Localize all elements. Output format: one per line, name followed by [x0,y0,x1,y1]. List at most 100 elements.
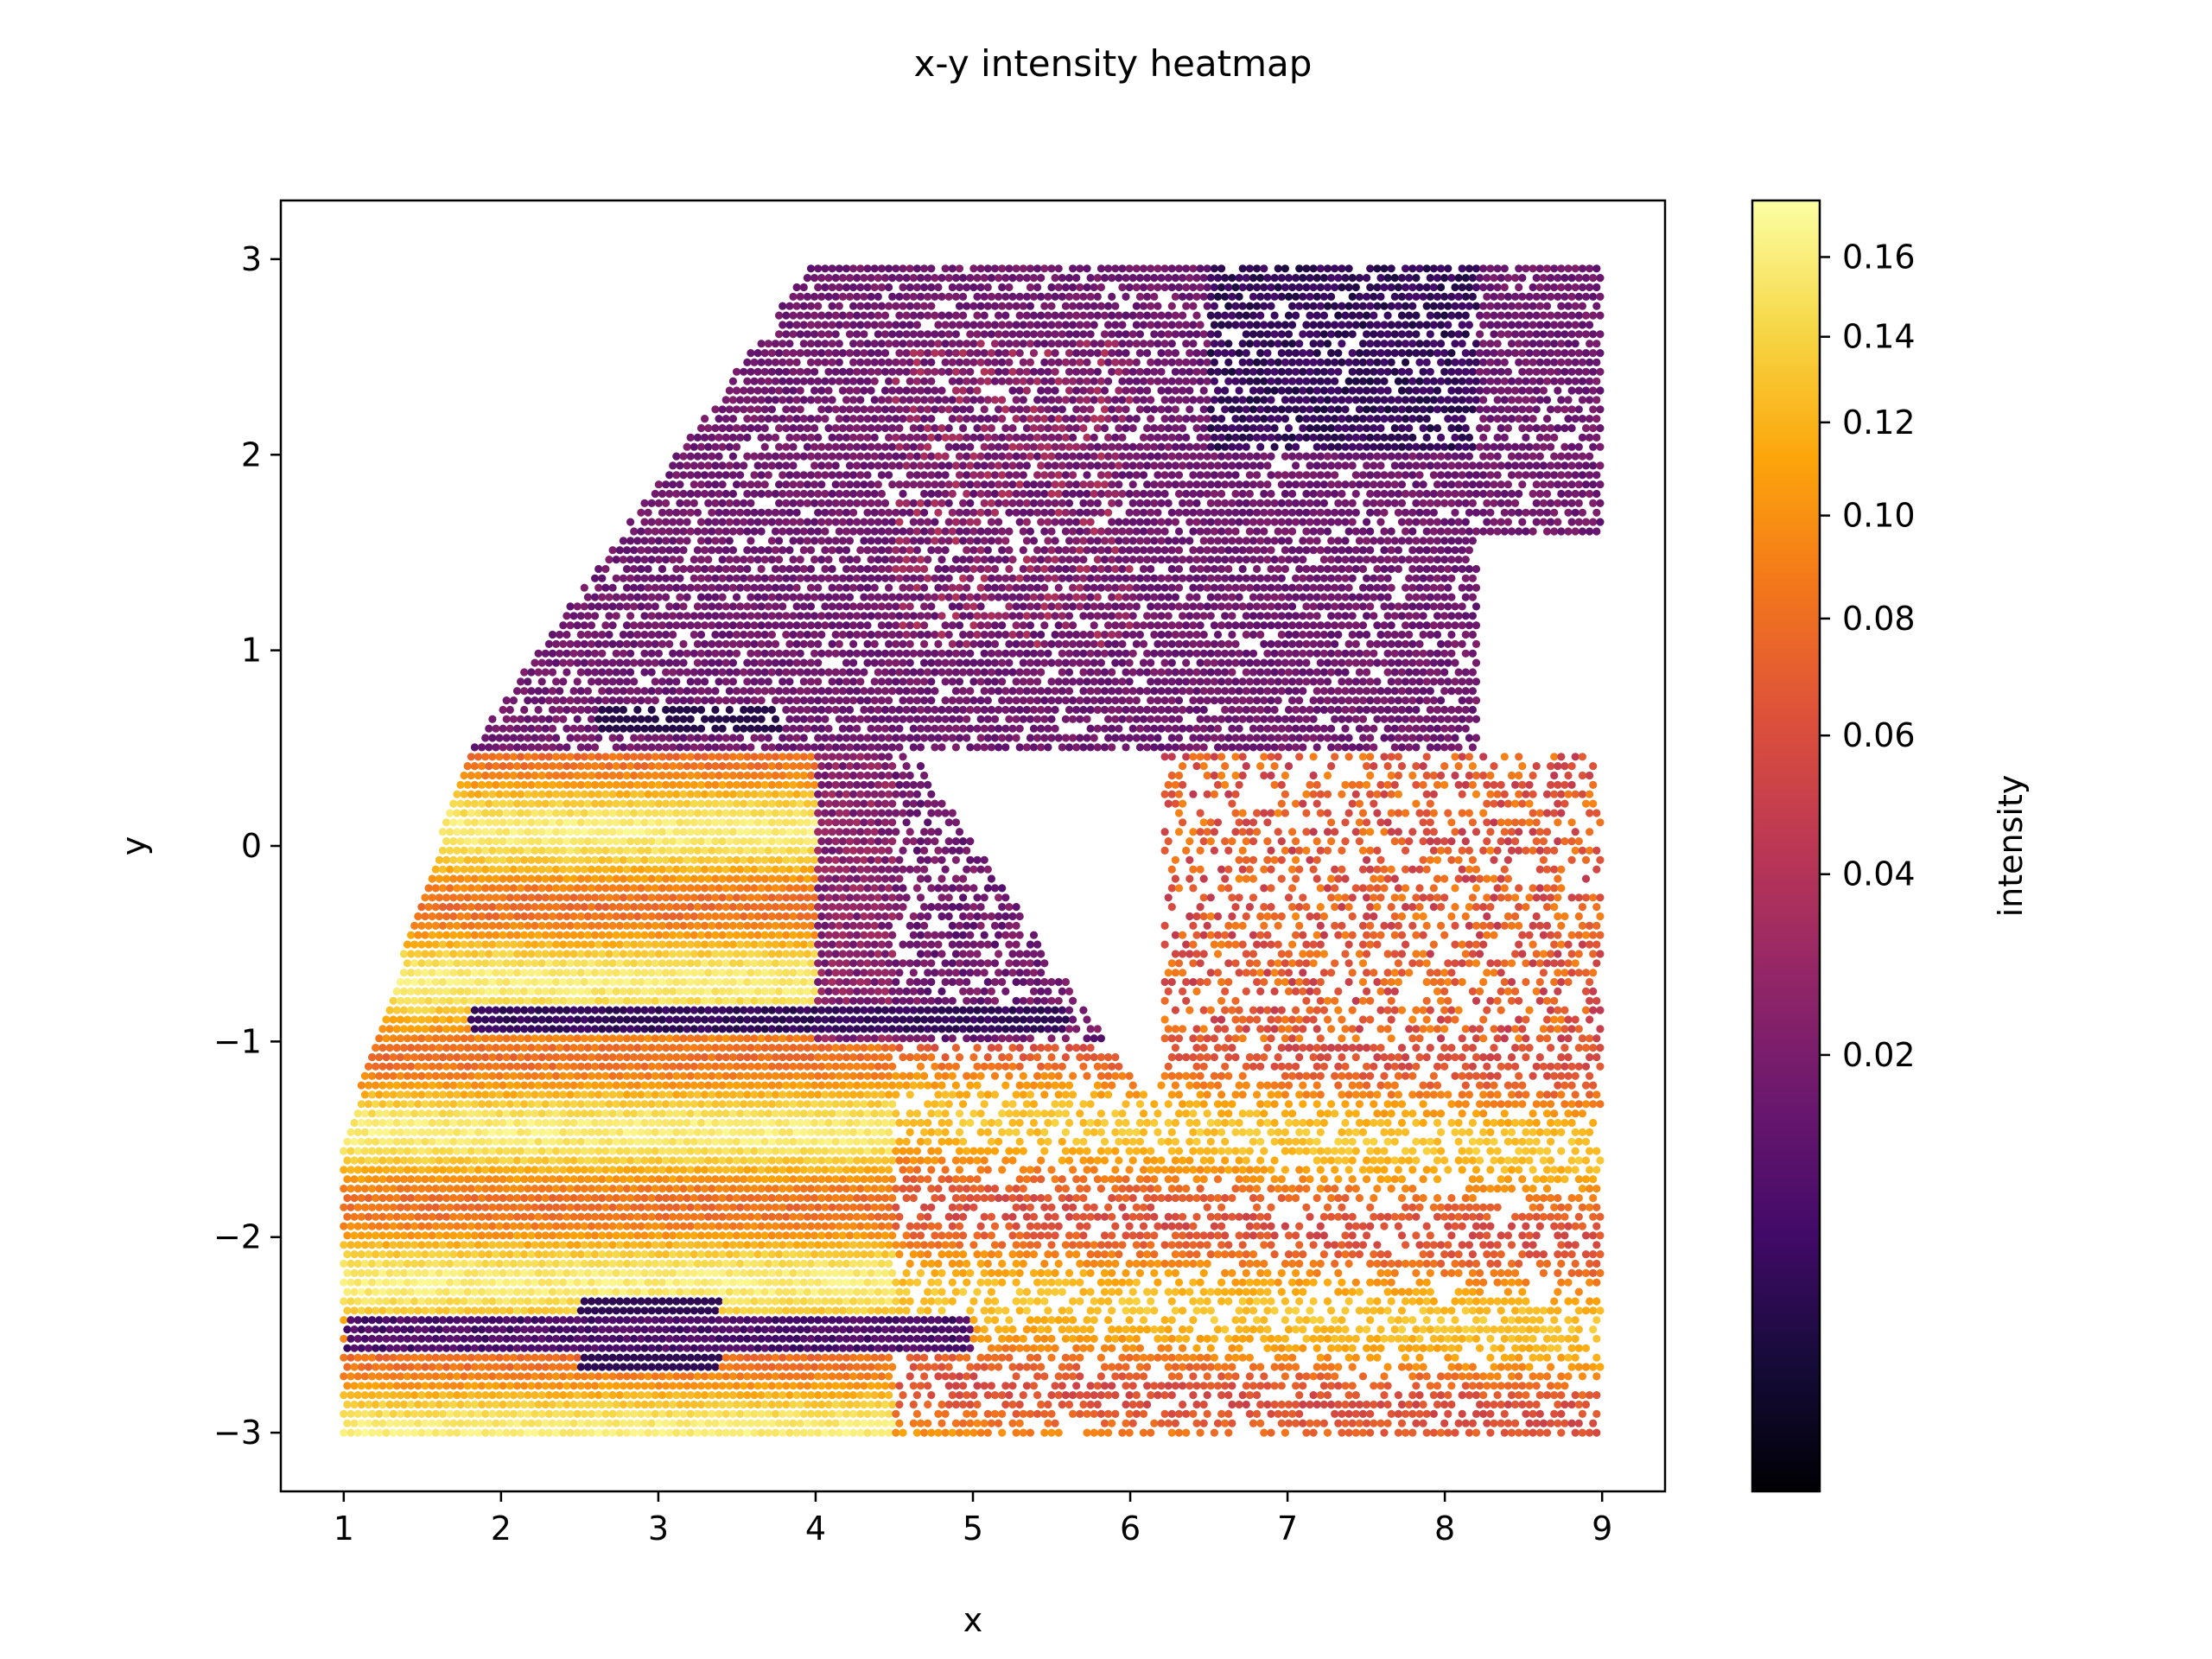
heatmap-point [1557,1147,1566,1155]
heatmap-point [736,1334,745,1343]
heatmap-point [906,1147,914,1155]
heatmap-point [1358,1409,1368,1418]
heatmap-point [1104,1391,1113,1400]
heatmap-point [1135,1118,1144,1128]
heatmap-point [1228,1363,1236,1371]
heatmap-point [1253,1203,1262,1211]
heatmap-point [442,1212,451,1221]
heatmap-point [888,1193,897,1203]
heatmap-point [357,1193,365,1203]
heatmap-point [378,1419,387,1427]
heatmap-point [1185,1250,1194,1259]
heatmap-point [1086,1382,1095,1390]
heatmap-point [870,1147,879,1155]
heatmap-point [955,1203,964,1211]
heatmap-point [782,1250,791,1259]
heatmap-point [853,1268,861,1277]
heatmap-point [1249,1193,1258,1203]
heatmap-point [1037,1193,1046,1203]
heatmap-point [1263,1231,1272,1240]
heatmap-point [403,1128,412,1136]
heatmap-point [895,1212,904,1221]
heatmap-point [912,1241,921,1249]
heatmap-point [1397,1400,1407,1409]
heatmap-point [976,1334,985,1343]
heatmap-point [456,1193,465,1203]
heatmap-point [442,1231,451,1240]
heatmap-point [1331,1372,1339,1381]
heatmap-point [1277,1268,1286,1277]
heatmap-point [718,1268,727,1277]
heatmap-point [672,1316,681,1325]
heatmap-point [1522,1297,1530,1306]
heatmap-point [556,1268,564,1277]
heatmap-point [704,1419,713,1427]
heatmap-point [360,1391,369,1400]
heatmap-point [863,1297,872,1306]
heatmap-point [1319,1212,1328,1221]
heatmap-point [1135,1212,1144,1221]
heatmap-point [346,1222,355,1230]
heatmap-point [696,1306,706,1315]
heatmap-point [782,1325,791,1334]
heatmap-point [1334,1212,1343,1221]
heatmap-point [1051,1118,1059,1128]
heatmap-point [725,1250,734,1259]
heatmap-point [1015,1231,1024,1240]
heatmap-point [810,1306,819,1315]
heatmap-point [566,1185,575,1193]
heatmap-point [1217,1147,1226,1155]
heatmap-point [767,1156,777,1165]
heatmap-point [1029,1231,1039,1240]
heatmap-point [1564,1222,1573,1230]
heatmap-point [1397,1156,1407,1165]
heatmap-point [934,1185,943,1193]
heatmap-point [1096,1259,1105,1268]
heatmap-point [1373,1185,1382,1193]
heatmap-point [817,1193,826,1203]
heatmap-point [1174,1353,1184,1362]
heatmap-point [1433,1156,1442,1165]
heatmap-point [1444,1353,1452,1362]
heatmap-point [892,1316,900,1325]
heatmap-point [1096,1409,1105,1418]
heatmap-point [732,1419,741,1427]
heatmap-point [541,1400,550,1409]
heatmap-point [442,1325,451,1334]
heatmap-point [1069,1166,1077,1174]
heatmap-point [591,1363,600,1371]
heatmap-point [622,1166,632,1174]
heatmap-point [708,1372,716,1381]
heatmap-point [357,1231,365,1240]
heatmap-point [1525,1193,1534,1203]
heatmap-point [552,1203,561,1211]
heatmap-point [456,1363,465,1371]
heatmap-point [810,1382,819,1390]
heatmap-point [1468,1382,1477,1390]
heatmap-point [732,1175,741,1184]
heatmap-point [1390,1137,1399,1146]
heatmap-point [1047,1316,1056,1325]
heatmap-point [672,1297,681,1306]
heatmap-point [1277,1137,1286,1146]
heatmap-point [718,1250,727,1259]
heatmap-point [580,1372,588,1381]
heatmap-point [856,1185,865,1193]
heatmap-point [963,1353,971,1362]
heatmap-point [838,1175,848,1184]
heatmap-point [478,1175,486,1184]
heatmap-point [1125,1278,1134,1287]
heatmap-point [1263,1382,1272,1390]
heatmap-point [1012,1109,1020,1118]
heatmap-point [1468,1212,1477,1221]
heatmap-point [1503,1287,1512,1296]
heatmap-point [1033,1109,1042,1118]
heatmap-point [966,1193,975,1203]
heatmap-point [1471,1334,1481,1343]
heatmap-point [853,1325,861,1334]
heatmap-point [1154,1334,1162,1343]
heatmap-point [1238,1147,1247,1155]
heatmap-point [1554,1419,1562,1427]
heatmap-point [860,1363,868,1371]
heatmap-point [1383,1212,1392,1221]
